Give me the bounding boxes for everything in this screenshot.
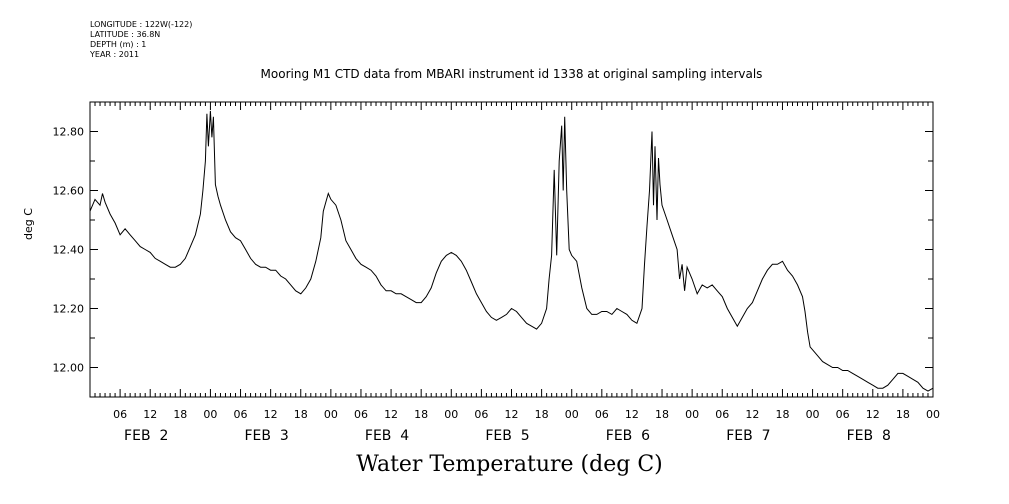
- day-label: FEB 2: [124, 428, 168, 444]
- x-tick-label: 06: [595, 408, 609, 421]
- plot-frame: [89, 101, 934, 398]
- meta-latitude: LATITUDE : 36.8N: [90, 30, 161, 39]
- x-tick-label: 00: [565, 408, 579, 421]
- x-tick-label: 18: [535, 408, 549, 421]
- x-tick-label: 06: [354, 408, 368, 421]
- x-tick-label: 06: [113, 408, 127, 421]
- x-axis-label: Water Temperature (deg C): [356, 452, 663, 477]
- meta-year: YEAR : 2011: [90, 50, 140, 59]
- x-tick-label: 06: [836, 408, 850, 421]
- y-tick-label: 12.80: [53, 126, 85, 139]
- day-label: FEB 6: [606, 428, 650, 444]
- x-tick-label: 06: [474, 408, 488, 421]
- x-tick-label: 12: [505, 408, 519, 421]
- x-tick-label: 18: [655, 408, 669, 421]
- x-tick-label: 06: [234, 408, 248, 421]
- x-tick-label: 18: [414, 408, 428, 421]
- x-tick-label: 18: [896, 408, 910, 421]
- x-tick-label: 12: [143, 408, 157, 421]
- day-label: FEB 4: [365, 428, 409, 444]
- x-tick-label: 12: [866, 408, 880, 421]
- meta-depth: DEPTH (m) : 1: [90, 40, 147, 49]
- x-tick-label: 00: [203, 408, 217, 421]
- day-label: FEB 3: [244, 428, 288, 444]
- y-tick-label: 12.20: [53, 303, 85, 316]
- x-tick-label: 12: [745, 408, 759, 421]
- x-tick-label: 00: [444, 408, 458, 421]
- x-tick-label: 18: [173, 408, 187, 421]
- y-tick-label: 12.60: [53, 185, 85, 198]
- temperature-series-line: [89, 110, 934, 392]
- x-tick-label: 00: [685, 408, 699, 421]
- y-tick-label: 12.40: [53, 244, 85, 257]
- day-label: FEB 7: [726, 428, 770, 444]
- day-label: FEB 8: [847, 428, 891, 444]
- x-tick-label: 00: [806, 408, 820, 421]
- x-tick-label: 18: [775, 408, 789, 421]
- x-tick-label: 00: [324, 408, 338, 421]
- chart-title: Mooring M1 CTD data from MBARI instrumen…: [260, 67, 763, 81]
- x-tick-label: 18: [294, 408, 308, 421]
- day-label: FEB 5: [485, 428, 529, 444]
- meta-longitude: LONGITUDE : 122W(-122): [90, 20, 193, 29]
- x-tick-label: 12: [264, 408, 278, 421]
- metadata-block: LONGITUDE : 122W(-122) LATITUDE : 36.8N …: [90, 20, 192, 60]
- x-tick-label: 00: [926, 408, 940, 421]
- x-tick-label: 12: [625, 408, 639, 421]
- x-tick-label: 12: [384, 408, 398, 421]
- y-tick-label: 12.00: [53, 362, 85, 375]
- x-tick-label: 06: [715, 408, 729, 421]
